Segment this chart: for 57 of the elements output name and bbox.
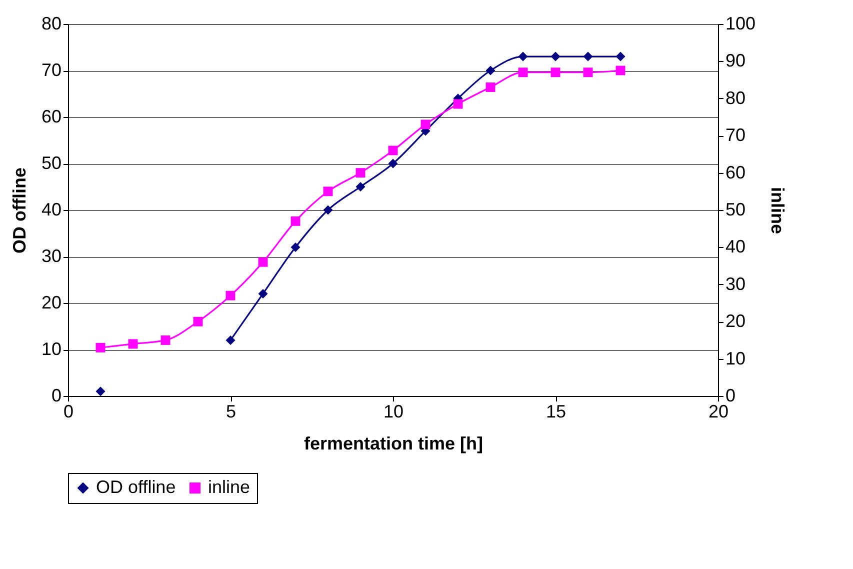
point [258,288,268,298]
point [323,205,333,215]
x-tick-label: 0 [63,402,74,422]
point [193,316,203,326]
point [290,216,300,226]
y-tick-label: 30 [41,246,62,266]
point [583,52,593,62]
point [226,290,236,300]
point [128,339,138,349]
y-tick-label: 50 [41,153,62,173]
point [356,182,366,192]
point [258,257,268,267]
point [453,99,463,109]
y2-tick-label: 40 [726,236,746,257]
point [388,146,398,156]
point [616,52,626,62]
y2-tick-label: 100 [726,14,756,34]
point [583,68,593,78]
point [226,335,236,345]
x-tick-label: 15 [546,402,566,422]
point [550,52,560,62]
point [486,66,496,76]
point [388,158,398,168]
y2-tick-label: 60 [726,162,746,182]
point [616,66,626,76]
x-tick-label: 10 [383,402,404,422]
point [420,120,430,130]
point [96,342,106,352]
y-tick-label: 0 [51,386,62,406]
point [356,168,366,178]
point [486,82,496,92]
point [518,68,528,78]
y-tick-label: 80 [41,14,62,34]
x-axis-title: fermentation time [h] [304,434,484,454]
y-tick-label: 10 [41,339,62,359]
y2-tick-label: 80 [726,88,746,108]
y2-tick-label: 50 [726,200,746,220]
y2-tick-label: 90 [726,50,746,71]
point [550,68,560,78]
y-axis-title: OD offline [9,168,30,254]
legend-label: OD offline [96,477,176,497]
y2-tick-label: 20 [726,311,746,332]
point [518,52,528,62]
y2-tick-label: 10 [726,348,746,368]
point [323,186,333,196]
y-tick-label: 60 [41,106,62,126]
point [160,335,170,345]
y-tick-label: 70 [41,60,62,80]
y2-tick-label: 30 [726,274,746,294]
y-tick-label: 40 [41,200,62,220]
y-tick-label: 20 [41,292,62,312]
point [290,242,300,252]
y2-tick-label: 70 [726,125,746,146]
point [96,386,106,396]
x-tick-label: 5 [226,402,236,422]
y2-axis-title: inline [768,186,788,234]
legend-label: inline [208,477,250,497]
